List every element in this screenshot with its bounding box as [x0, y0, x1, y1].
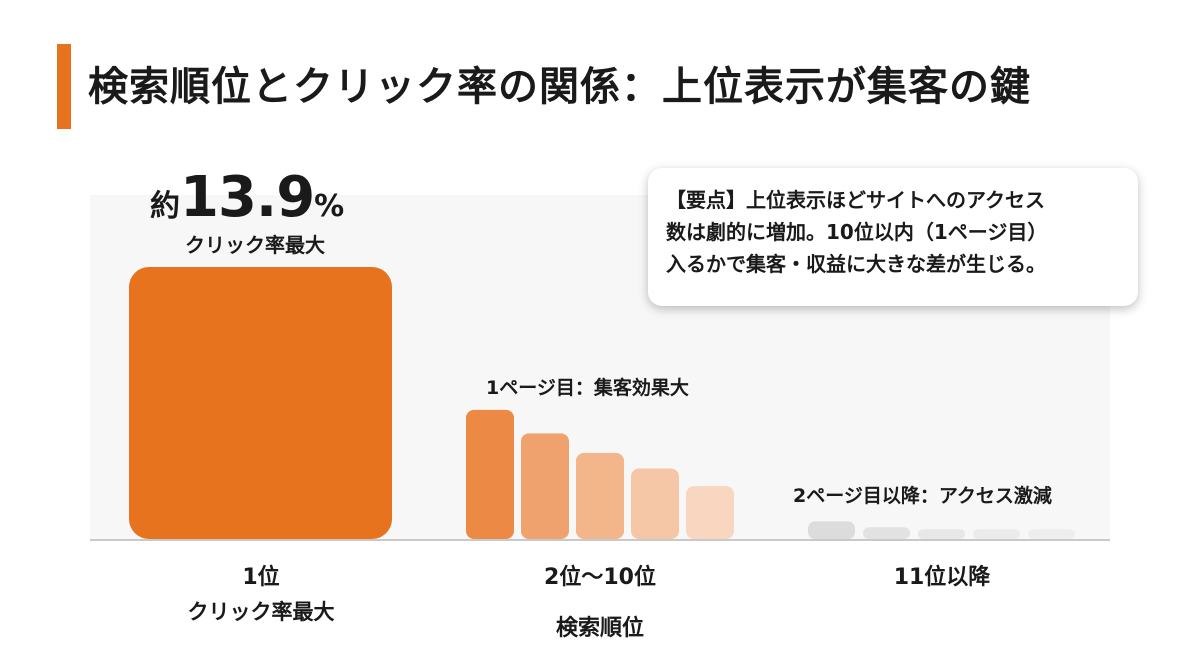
callout-line: 入るかで集客・収益に大きな差が生じる。 [666, 252, 1046, 276]
x-axis-title: 検索順位 [555, 616, 645, 641]
x-tick-sublabel-rank-1: クリック率最大 [187, 600, 335, 624]
highlight-number: 13.9 [180, 165, 315, 230]
highlight-prefix: 約 [150, 189, 180, 224]
callout-line: 数は劇的に増加。10位以内（1ページ目） [666, 220, 1048, 244]
bar-2-2 [521, 433, 569, 539]
x-tick-label-rank-1: 1位 [242, 565, 280, 590]
callout-line: 【要点】上位表示ほどサイトへのアクセス [666, 188, 1045, 212]
bar-3-2 [863, 527, 910, 539]
x-tick-label-rank-11-plus: 11位以降 [893, 565, 991, 590]
bar-3-1 [808, 521, 855, 539]
annotation-page1: 1ページ目：集客効果大 [486, 377, 689, 399]
x-axis-baseline [90, 539, 1110, 541]
bar-2-3 [576, 452, 624, 539]
bar-3-4 [973, 529, 1020, 539]
highlight-caption: クリック率最大 [185, 233, 325, 257]
bar-2-1 [466, 409, 514, 539]
page-title: 検索順位とクリック率の関係：上位表示が集客の鍵 [88, 64, 1031, 110]
highlight-value: 約13.9% [150, 165, 344, 230]
title-accent-bar [57, 44, 71, 129]
key-point-callout: 【要点】上位表示ほどサイトへのアクセス 数は劇的に増加。10位以内（1ページ目）… [648, 168, 1138, 306]
bar-3-5 [1028, 529, 1075, 539]
bar-2-5 [686, 486, 734, 539]
annotation-page2: 2ページ目以降：アクセス激減 [793, 485, 1052, 507]
highlight-unit: % [314, 189, 345, 224]
x-tick-label-rank-2-10: 2位〜10位 [544, 565, 656, 590]
bar-3-3 [918, 529, 965, 539]
bar-1-1 [129, 267, 392, 539]
bar-2-4 [631, 468, 679, 539]
